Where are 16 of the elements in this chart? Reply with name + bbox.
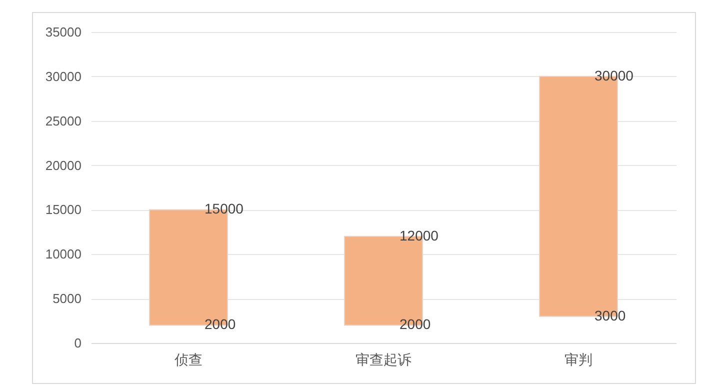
- x-tick-label: 审判: [564, 352, 592, 368]
- y-tick-label: 5000: [52, 291, 82, 306]
- x-tick-label: 侦查: [174, 352, 202, 368]
- annotation: 12000: [400, 227, 439, 244]
- y-tick-label: 20000: [45, 158, 82, 173]
- y-tick-label: 0: [74, 336, 82, 350]
- annotation: 2000: [400, 316, 431, 332]
- y-tick-label: 30000: [45, 68, 82, 84]
- y-tick-label: 15000: [45, 202, 82, 218]
- y-tick-label: 10000: [45, 246, 82, 262]
- annotation: 2000: [204, 316, 236, 332]
- y-tick-label: 25000: [45, 113, 82, 128]
- annotation: 15000: [204, 200, 244, 217]
- y-tick-label: 35000: [45, 24, 82, 40]
- x-tick-label: 审查起诉: [356, 352, 412, 368]
- annotation: 30000: [594, 67, 634, 84]
